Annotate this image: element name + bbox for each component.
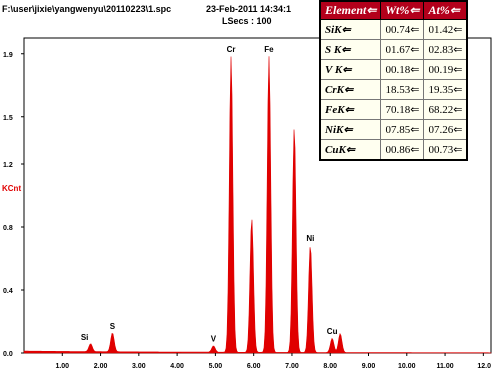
x-tick-label: 9.00 bbox=[362, 363, 376, 370]
y-tick-label: 1.9 bbox=[3, 52, 13, 59]
cell-at: 00.19⇐ bbox=[423, 59, 468, 80]
cell-at: 68.22⇐ bbox=[423, 99, 468, 120]
cell-at: 07.26⇐ bbox=[423, 119, 468, 140]
cell-element: SiK⇐ bbox=[319, 19, 382, 40]
table-row: NiK⇐ 07.85⇐ 07.26⇐ bbox=[319, 119, 468, 140]
table-row: S K⇐ 01.67⇐ 02.83⇐ bbox=[319, 39, 468, 60]
cell-element: FeK⇐ bbox=[319, 99, 382, 120]
x-tick-label: 12.0 bbox=[477, 363, 491, 370]
cell-wt: 00.86⇐ bbox=[380, 139, 425, 161]
x-tick-label: 1.00 bbox=[55, 363, 69, 370]
x-tick-label: 2.00 bbox=[94, 363, 108, 370]
x-tick-label: 5.00 bbox=[209, 363, 223, 370]
column-header-at: At%⇐ bbox=[423, 0, 468, 20]
cell-element: NiK⇐ bbox=[319, 119, 382, 140]
cell-element: V K⇐ bbox=[319, 59, 382, 80]
peak-label-cu: Cu bbox=[327, 327, 338, 336]
y-axis-label: KCnt bbox=[2, 184, 21, 193]
y-tick-label: 0.0 bbox=[3, 351, 13, 358]
table-row: FeK⇐ 70.18⇐ 68.22⇐ bbox=[319, 99, 468, 120]
peak-label-fe: Fe bbox=[264, 45, 274, 54]
cell-element: CuK⇐ bbox=[319, 139, 382, 161]
cell-at: 19.35⇐ bbox=[423, 79, 468, 100]
table-row: V K⇐ 00.18⇐ 00.19⇐ bbox=[319, 59, 468, 80]
peak-label-s: S bbox=[110, 322, 116, 331]
cell-wt: 00.74⇐ bbox=[380, 19, 425, 40]
peak-label-v: V bbox=[211, 335, 217, 344]
y-tick-label: 1.2 bbox=[3, 162, 13, 169]
x-tick-label: 6.00 bbox=[247, 363, 261, 370]
table-row: SiK⇐ 00.74⇐ 01.42⇐ bbox=[319, 19, 468, 40]
cell-element: S K⇐ bbox=[319, 39, 382, 60]
y-tick-label: 0.8 bbox=[3, 225, 13, 232]
cell-wt: 07.85⇐ bbox=[380, 119, 425, 140]
table-header-row: Element⇐ Wt%⇐ At%⇐ bbox=[319, 0, 468, 20]
x-tick-label: 4.00 bbox=[170, 363, 184, 370]
peak-label-ni: Ni bbox=[306, 234, 314, 243]
x-tick-label: 10.00 bbox=[398, 363, 416, 370]
x-tick-label: 7.00 bbox=[285, 363, 299, 370]
cell-wt: 01.67⇐ bbox=[380, 39, 425, 60]
peak-label-cr: Cr bbox=[227, 45, 236, 54]
cell-at: 02.83⇐ bbox=[423, 39, 468, 60]
y-tick-label: 0.4 bbox=[3, 288, 13, 295]
x-tick-label: 11.00 bbox=[436, 363, 453, 370]
y-tick-label: 1.5 bbox=[3, 115, 13, 122]
table-row: CrK⇐ 18.53⇐ 19.35⇐ bbox=[319, 79, 468, 100]
cell-at: 00.73⇐ bbox=[423, 139, 468, 161]
x-tick-label: 8.00 bbox=[323, 363, 337, 370]
spectrum-series bbox=[23, 56, 492, 354]
cell-wt: 70.18⇐ bbox=[380, 99, 425, 120]
cell-wt: 18.53⇐ bbox=[380, 79, 425, 100]
column-header-wt: Wt%⇐ bbox=[380, 0, 425, 20]
table-row: CuK⇐ 00.86⇐ 00.73⇐ bbox=[319, 139, 468, 161]
file-path: F:\user\jixie\yangwenyu\20110223\1.spc bbox=[2, 4, 172, 14]
cell-wt: 00.18⇐ bbox=[380, 59, 425, 80]
cell-element: CrK⇐ bbox=[319, 79, 382, 100]
x-tick-label: 3.00 bbox=[132, 363, 146, 370]
column-header-element: Element⇐ bbox=[319, 0, 382, 20]
peak-label-si: Si bbox=[81, 333, 89, 342]
acquisition-date: 23-Feb-2011 14:34:1 bbox=[206, 4, 292, 14]
live-seconds: LSecs : 100 bbox=[222, 16, 272, 26]
composition-table: Element⇐ Wt%⇐ At%⇐ SiK⇐ 00.74⇐ 01.42⇐ S … bbox=[319, 0, 469, 161]
cell-at: 01.42⇐ bbox=[423, 19, 468, 40]
